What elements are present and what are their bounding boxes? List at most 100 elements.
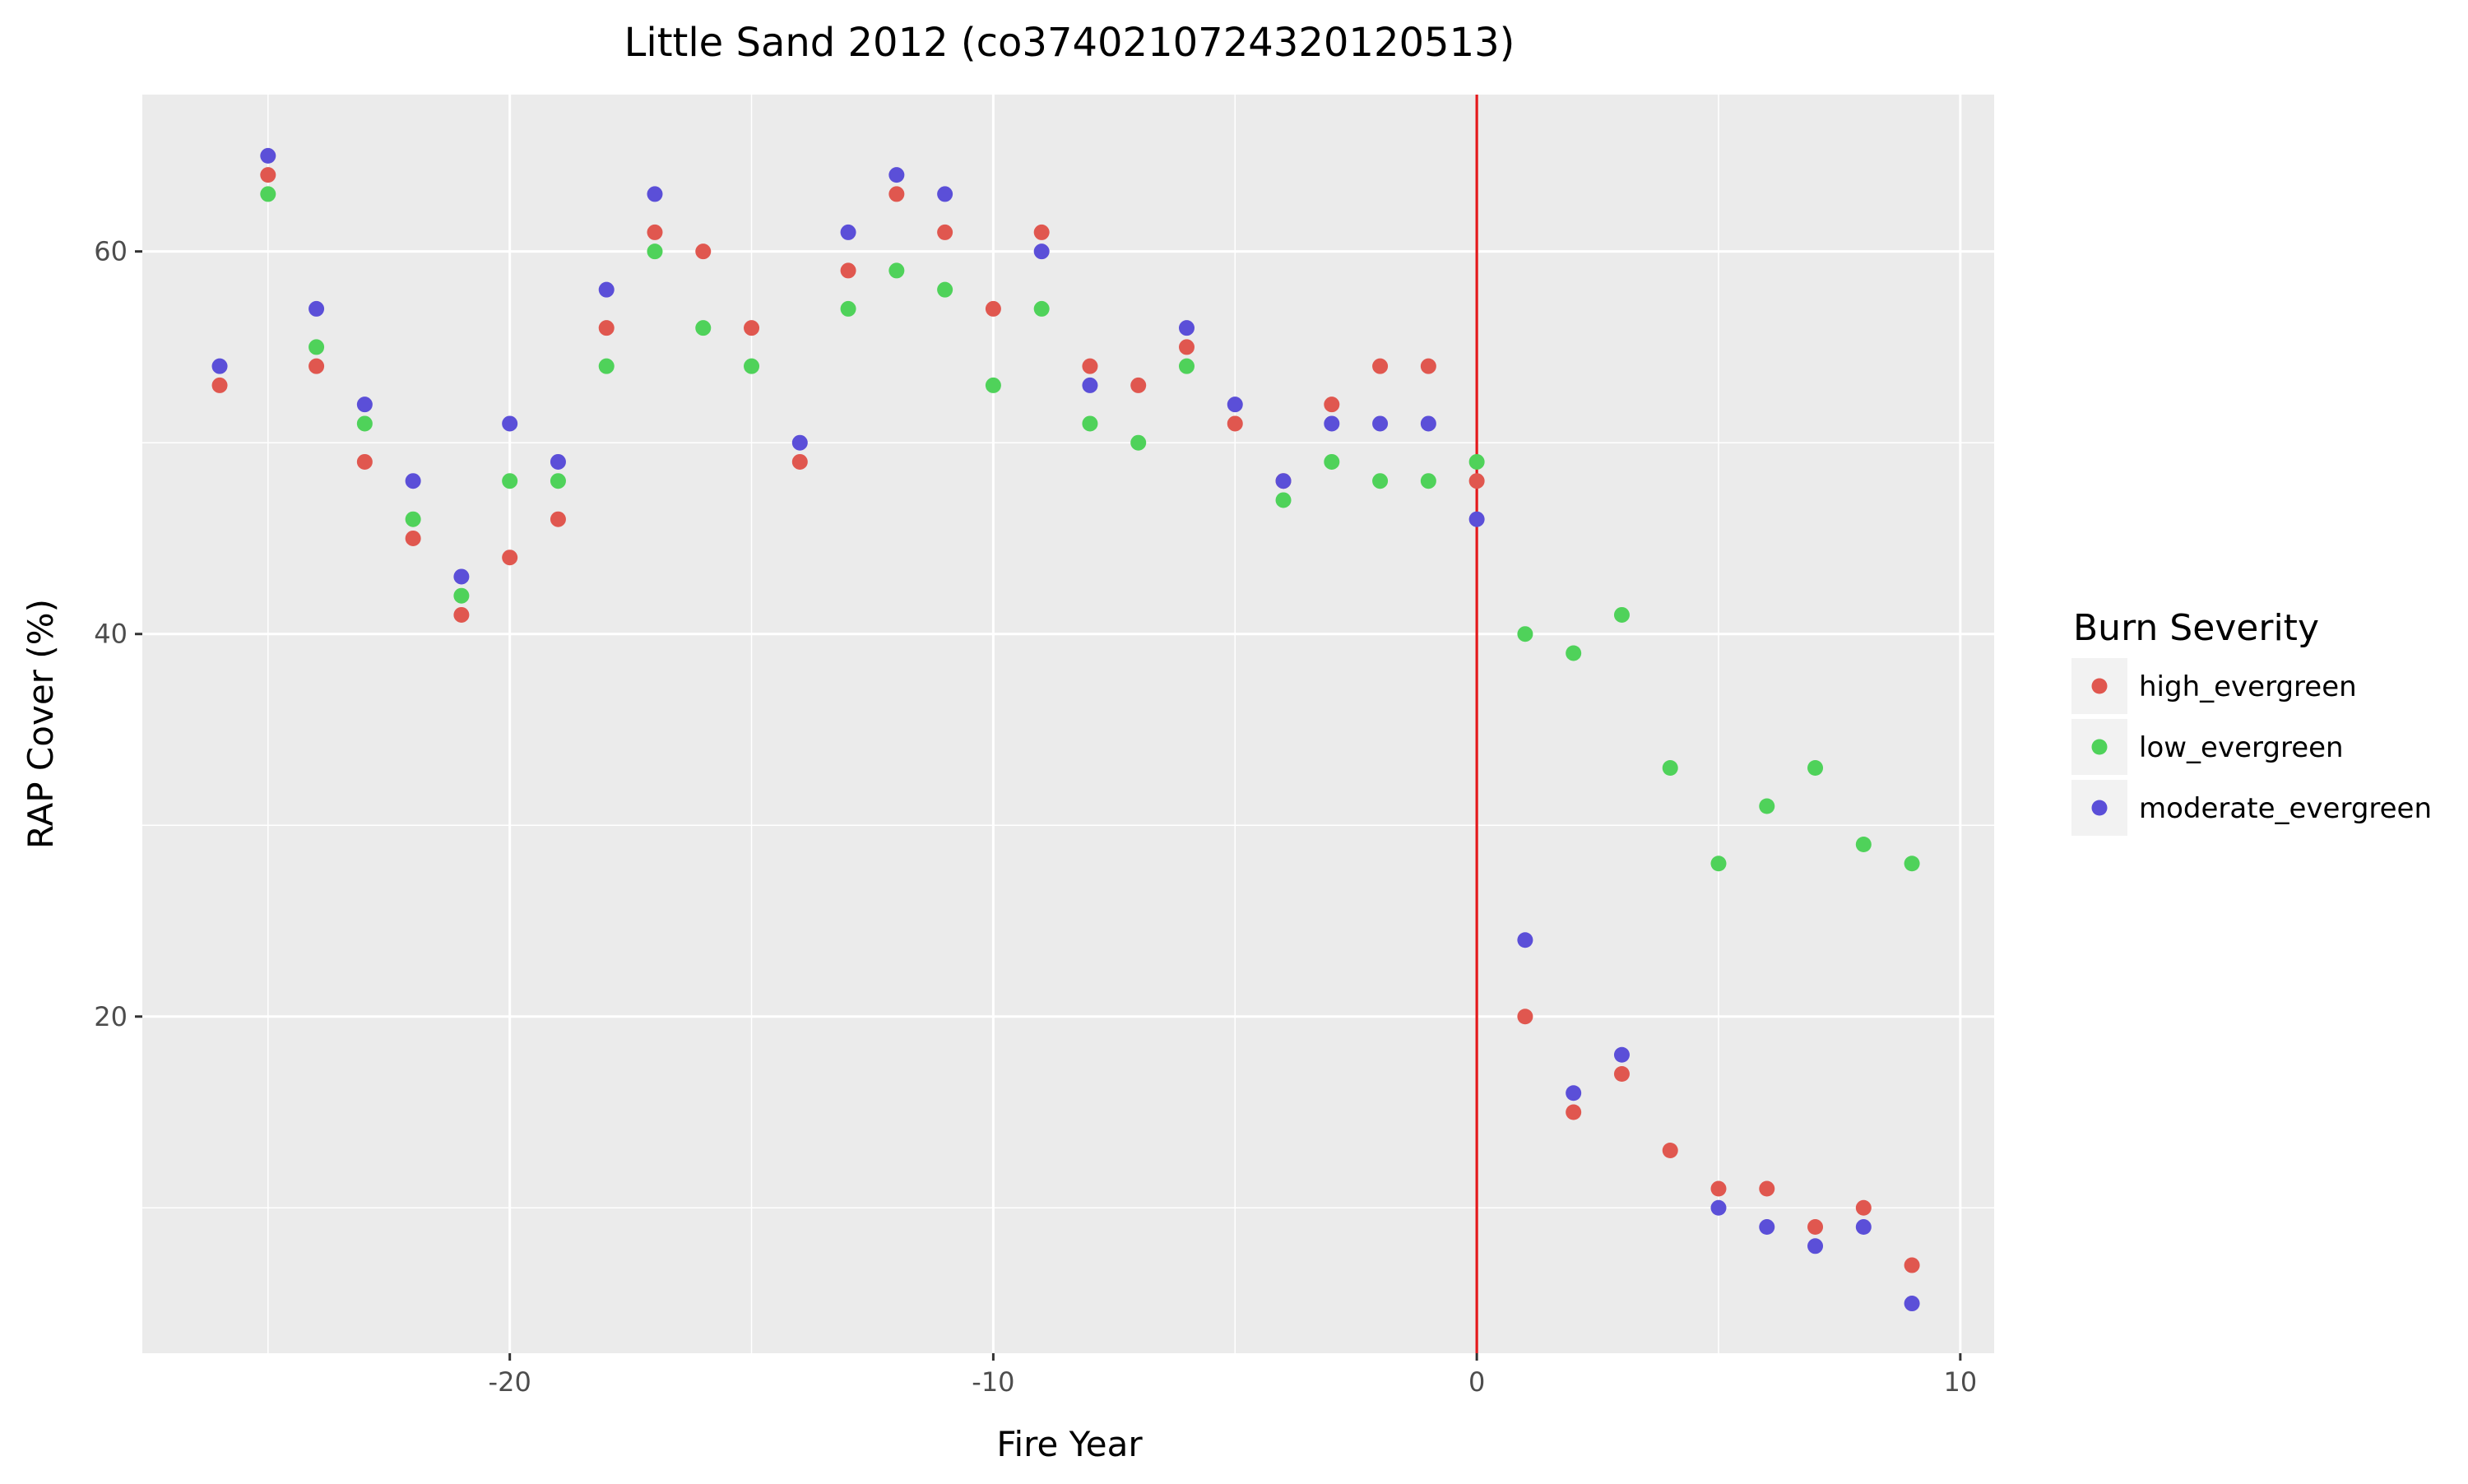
data-point-low-evergreen [937, 281, 953, 298]
data-point-moderate-evergreen [1759, 1219, 1775, 1236]
data-point-low-evergreen [1468, 453, 1485, 470]
data-point-high-evergreen [1517, 1009, 1533, 1025]
data-point-high-evergreen [1759, 1180, 1775, 1197]
data-point-moderate-evergreen [1904, 1296, 1920, 1312]
data-point-high-evergreen [550, 511, 566, 527]
data-point-moderate-evergreen [1420, 415, 1436, 432]
legend-key-point [2091, 739, 2108, 755]
legend-title: Burn Severity [2073, 607, 2319, 649]
data-point-moderate-evergreen [1082, 377, 1098, 393]
data-point-high-evergreen [1807, 1219, 1824, 1236]
legend-label: moderate_evergreen [2139, 792, 2432, 825]
data-point-low-evergreen [1130, 434, 1147, 451]
data-point-low-evergreen [1033, 300, 1050, 317]
chart-title: Little Sand 2012 (co37402107243201205​13… [624, 20, 1515, 66]
data-point-low-evergreen [695, 320, 712, 336]
data-point-moderate-evergreen [1178, 320, 1195, 336]
data-point-high-evergreen [211, 377, 228, 393]
data-point-low-evergreen [550, 473, 566, 489]
x-tick-label: 10 [1943, 1366, 1977, 1398]
data-point-low-evergreen [1613, 606, 1630, 623]
data-point-low-evergreen [1855, 836, 1872, 852]
data-point-high-evergreen [453, 606, 470, 623]
data-point-moderate-evergreen [840, 224, 856, 240]
data-point-low-evergreen [1372, 473, 1389, 489]
data-point-high-evergreen [888, 186, 905, 202]
data-point-moderate-evergreen [405, 473, 421, 489]
data-point-high-evergreen [308, 358, 325, 374]
legend-item-high-evergreen: high_evergreen [2071, 658, 2357, 714]
x-tick-label: -10 [972, 1366, 1014, 1398]
data-point-moderate-evergreen [550, 453, 566, 470]
data-point-low-evergreen [1759, 798, 1775, 814]
data-point-moderate-evergreen [1372, 415, 1389, 432]
data-point-low-evergreen [1807, 759, 1824, 776]
data-point-moderate-evergreen [1227, 397, 1243, 413]
data-point-low-evergreen [888, 262, 905, 279]
data-point-moderate-evergreen [1613, 1046, 1630, 1063]
data-point-low-evergreen [1566, 645, 1582, 661]
data-point-low-evergreen [356, 415, 373, 432]
x-axis-ticks: -20 -10 0 10 [489, 1353, 1977, 1398]
legend-label: low_evergreen [2139, 731, 2344, 764]
data-point-high-evergreen [260, 167, 276, 183]
data-point-high-evergreen [1130, 377, 1147, 393]
data-point-low-evergreen [502, 473, 518, 489]
data-point-high-evergreen [405, 530, 421, 546]
x-axis-label: Fire Year [996, 1424, 1143, 1464]
legend-label: high_evergreen [2139, 670, 2357, 703]
x-tick-label: -20 [489, 1366, 531, 1398]
data-point-low-evergreen [598, 358, 615, 374]
data-point-moderate-evergreen [647, 186, 663, 202]
data-point-moderate-evergreen [453, 568, 470, 585]
data-point-moderate-evergreen [937, 186, 953, 202]
data-point-high-evergreen [502, 550, 518, 566]
data-point-moderate-evergreen [1324, 415, 1340, 432]
data-point-moderate-evergreen [1710, 1199, 1727, 1216]
data-point-low-evergreen [1517, 626, 1533, 642]
minor-gridlines [142, 95, 1994, 1353]
data-point-high-evergreen [356, 453, 373, 470]
data-point-high-evergreen [1662, 1143, 1678, 1159]
data-point-low-evergreen [1662, 759, 1678, 776]
data-point-moderate-evergreen [308, 300, 325, 317]
data-point-moderate-evergreen [791, 434, 808, 451]
data-point-high-evergreen [840, 262, 856, 279]
legend-key-point [2091, 800, 2108, 816]
data-point-low-evergreen [1904, 856, 1920, 872]
data-point-moderate-evergreen [1033, 243, 1050, 260]
data-point-moderate-evergreen [1517, 932, 1533, 948]
data-point-high-evergreen [1324, 397, 1340, 413]
data-point-high-evergreen [937, 224, 953, 240]
data-point-low-evergreen [1178, 358, 1195, 374]
data-point-moderate-evergreen [502, 415, 518, 432]
data-point-moderate-evergreen [1855, 1219, 1872, 1236]
data-point-moderate-evergreen [1468, 511, 1485, 527]
data-point-high-evergreen [1855, 1199, 1872, 1216]
data-point-high-evergreen [1904, 1257, 1920, 1273]
data-point-high-evergreen [744, 320, 760, 336]
data-point-moderate-evergreen [888, 167, 905, 183]
data-point-low-evergreen [1420, 473, 1436, 489]
y-tick-label: 40 [94, 619, 128, 650]
data-point-moderate-evergreen [598, 281, 615, 298]
y-axis-ticks: 20 40 60 [94, 236, 142, 1032]
data-point-low-evergreen [308, 339, 325, 355]
data-point-moderate-evergreen [260, 147, 276, 164]
data-point-low-evergreen [1275, 492, 1292, 508]
x-tick-label: 0 [1468, 1366, 1485, 1398]
plot-panel [142, 95, 1994, 1353]
data-point-high-evergreen [791, 453, 808, 470]
data-point-high-evergreen [1613, 1066, 1630, 1083]
legend-item-low-evergreen: low_evergreen [2071, 719, 2344, 775]
legend: Burn Severity high_evergreen low_evergree… [2071, 607, 2432, 836]
data-point-high-evergreen [1468, 473, 1485, 489]
data-point-high-evergreen [598, 320, 615, 336]
data-point-low-evergreen [840, 300, 856, 317]
data-point-low-evergreen [1082, 415, 1098, 432]
data-point-low-evergreen [744, 358, 760, 374]
legend-key-point [2091, 678, 2108, 694]
data-point-high-evergreen [695, 243, 712, 260]
